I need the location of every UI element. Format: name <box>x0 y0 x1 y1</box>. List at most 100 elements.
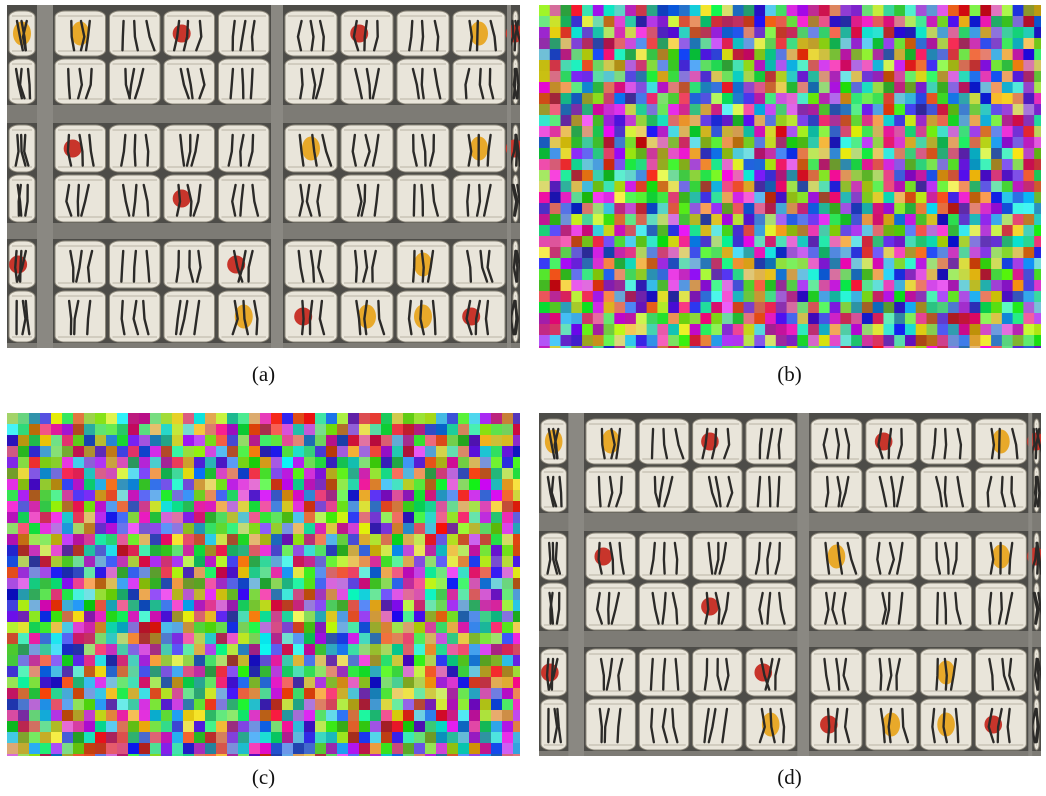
mosaic-tile <box>1023 225 1034 237</box>
mosaic-tile <box>722 236 733 248</box>
mosaic-tile <box>513 688 520 700</box>
mosaic-tile <box>830 324 841 336</box>
mosaic-tile <box>238 501 250 513</box>
mosaic-tile <box>271 556 283 568</box>
mosaic-tile <box>700 346 711 348</box>
mosaic-tile <box>604 71 615 83</box>
mosaic-tile <box>808 60 819 72</box>
mosaic-tile <box>95 490 107 502</box>
mosaic-tile <box>51 545 63 557</box>
mosaic-tile <box>62 534 74 546</box>
mosaic-tile <box>636 346 647 348</box>
mosaic-tile <box>582 38 593 50</box>
mosaic-tile <box>1013 181 1024 193</box>
mosaic-tile <box>315 754 327 756</box>
mosaic-tile <box>84 446 96 458</box>
barrel-glyph <box>122 21 123 50</box>
mosaic-tile <box>282 457 294 469</box>
mosaic-tile <box>403 446 415 458</box>
mosaic-tile <box>502 622 514 634</box>
mosaic-tile <box>647 313 658 325</box>
mosaic-tile <box>227 424 239 436</box>
mosaic-tile <box>873 16 884 28</box>
mosaic-tile <box>830 82 841 94</box>
mosaic-tile <box>436 743 448 755</box>
mosaic-tile <box>722 49 733 61</box>
mosaic-tile <box>359 644 371 656</box>
mosaic-tile <box>7 567 19 579</box>
mosaic-tile <box>183 611 195 623</box>
mosaic-tile <box>370 413 382 425</box>
mosaic-tile <box>614 203 625 215</box>
mosaic-tile <box>18 413 30 425</box>
mosaic-tile <box>765 126 776 138</box>
mosaic-tile <box>304 435 316 447</box>
mosaic-tile <box>948 71 959 83</box>
mosaic-tile <box>183 424 195 436</box>
mosaic-tile <box>593 247 604 259</box>
mosaic-tile <box>582 82 593 94</box>
mosaic-tile <box>722 104 733 116</box>
mosaic-tile <box>830 291 841 303</box>
mosaic-tile <box>797 5 808 17</box>
mosaic-tile <box>614 247 625 259</box>
mosaic-tile <box>403 655 415 667</box>
mosaic-tile <box>647 49 658 61</box>
mosaic-tile <box>539 313 550 325</box>
mosaic-tile <box>73 479 85 491</box>
mosaic-tile <box>830 313 841 325</box>
mosaic-tile <box>765 214 776 226</box>
mosaic-tile <box>700 324 711 336</box>
mosaic-tile <box>851 346 862 348</box>
mosaic-tile <box>550 269 561 281</box>
mosaic-tile <box>205 512 217 524</box>
mosaic-tile <box>916 49 927 61</box>
mosaic-tile <box>1002 335 1013 347</box>
mosaic-tile <box>480 523 492 535</box>
panel-caption: (c) <box>7 765 520 790</box>
mosaic-tile <box>561 71 572 83</box>
mosaic-tile <box>539 104 550 116</box>
mosaic-tile <box>491 457 503 469</box>
mosaic-tile <box>776 236 787 248</box>
mosaic-tile <box>916 203 927 215</box>
mosaic-tile <box>29 468 41 480</box>
mosaic-tile <box>513 534 520 546</box>
mosaic-tile <box>161 743 173 755</box>
mosaic-tile <box>414 754 426 756</box>
mosaic-tile <box>183 490 195 502</box>
mosaic-tile <box>593 38 604 50</box>
mosaic-tile <box>948 27 959 39</box>
mosaic-tile <box>293 622 305 634</box>
mosaic-tile <box>348 435 360 447</box>
mosaic-tile <box>84 589 96 601</box>
mosaic-tile <box>894 93 905 105</box>
mosaic-tile <box>513 578 520 590</box>
mosaic-tile <box>194 710 206 722</box>
mosaic-tile <box>970 71 981 83</box>
mosaic-tile <box>840 27 851 39</box>
mosaic-tile <box>260 457 272 469</box>
mosaic-tile <box>414 655 426 667</box>
mosaic-tile <box>425 589 437 601</box>
mosaic-tile <box>787 335 798 347</box>
mosaic-tile <box>238 523 250 535</box>
mosaic-tile <box>851 137 862 149</box>
mosaic-tile <box>95 523 107 535</box>
mosaic-tile <box>260 545 272 557</box>
mosaic-tile <box>668 71 679 83</box>
mosaic-tile <box>625 280 636 292</box>
mosaic-tile <box>491 721 503 733</box>
mosaic-tile <box>62 490 74 502</box>
mosaic-tile <box>150 622 162 634</box>
mosaic-panel <box>7 413 520 756</box>
barrel <box>921 533 972 580</box>
mosaic-tile <box>1013 335 1024 347</box>
mosaic-tile <box>73 743 85 755</box>
mosaic-tile <box>959 236 970 248</box>
mosaic-tile <box>172 699 184 711</box>
mosaic-tile <box>711 313 722 325</box>
mosaic-tile <box>40 732 52 744</box>
mosaic-tile <box>808 5 819 17</box>
mosaic-tile <box>315 512 327 524</box>
